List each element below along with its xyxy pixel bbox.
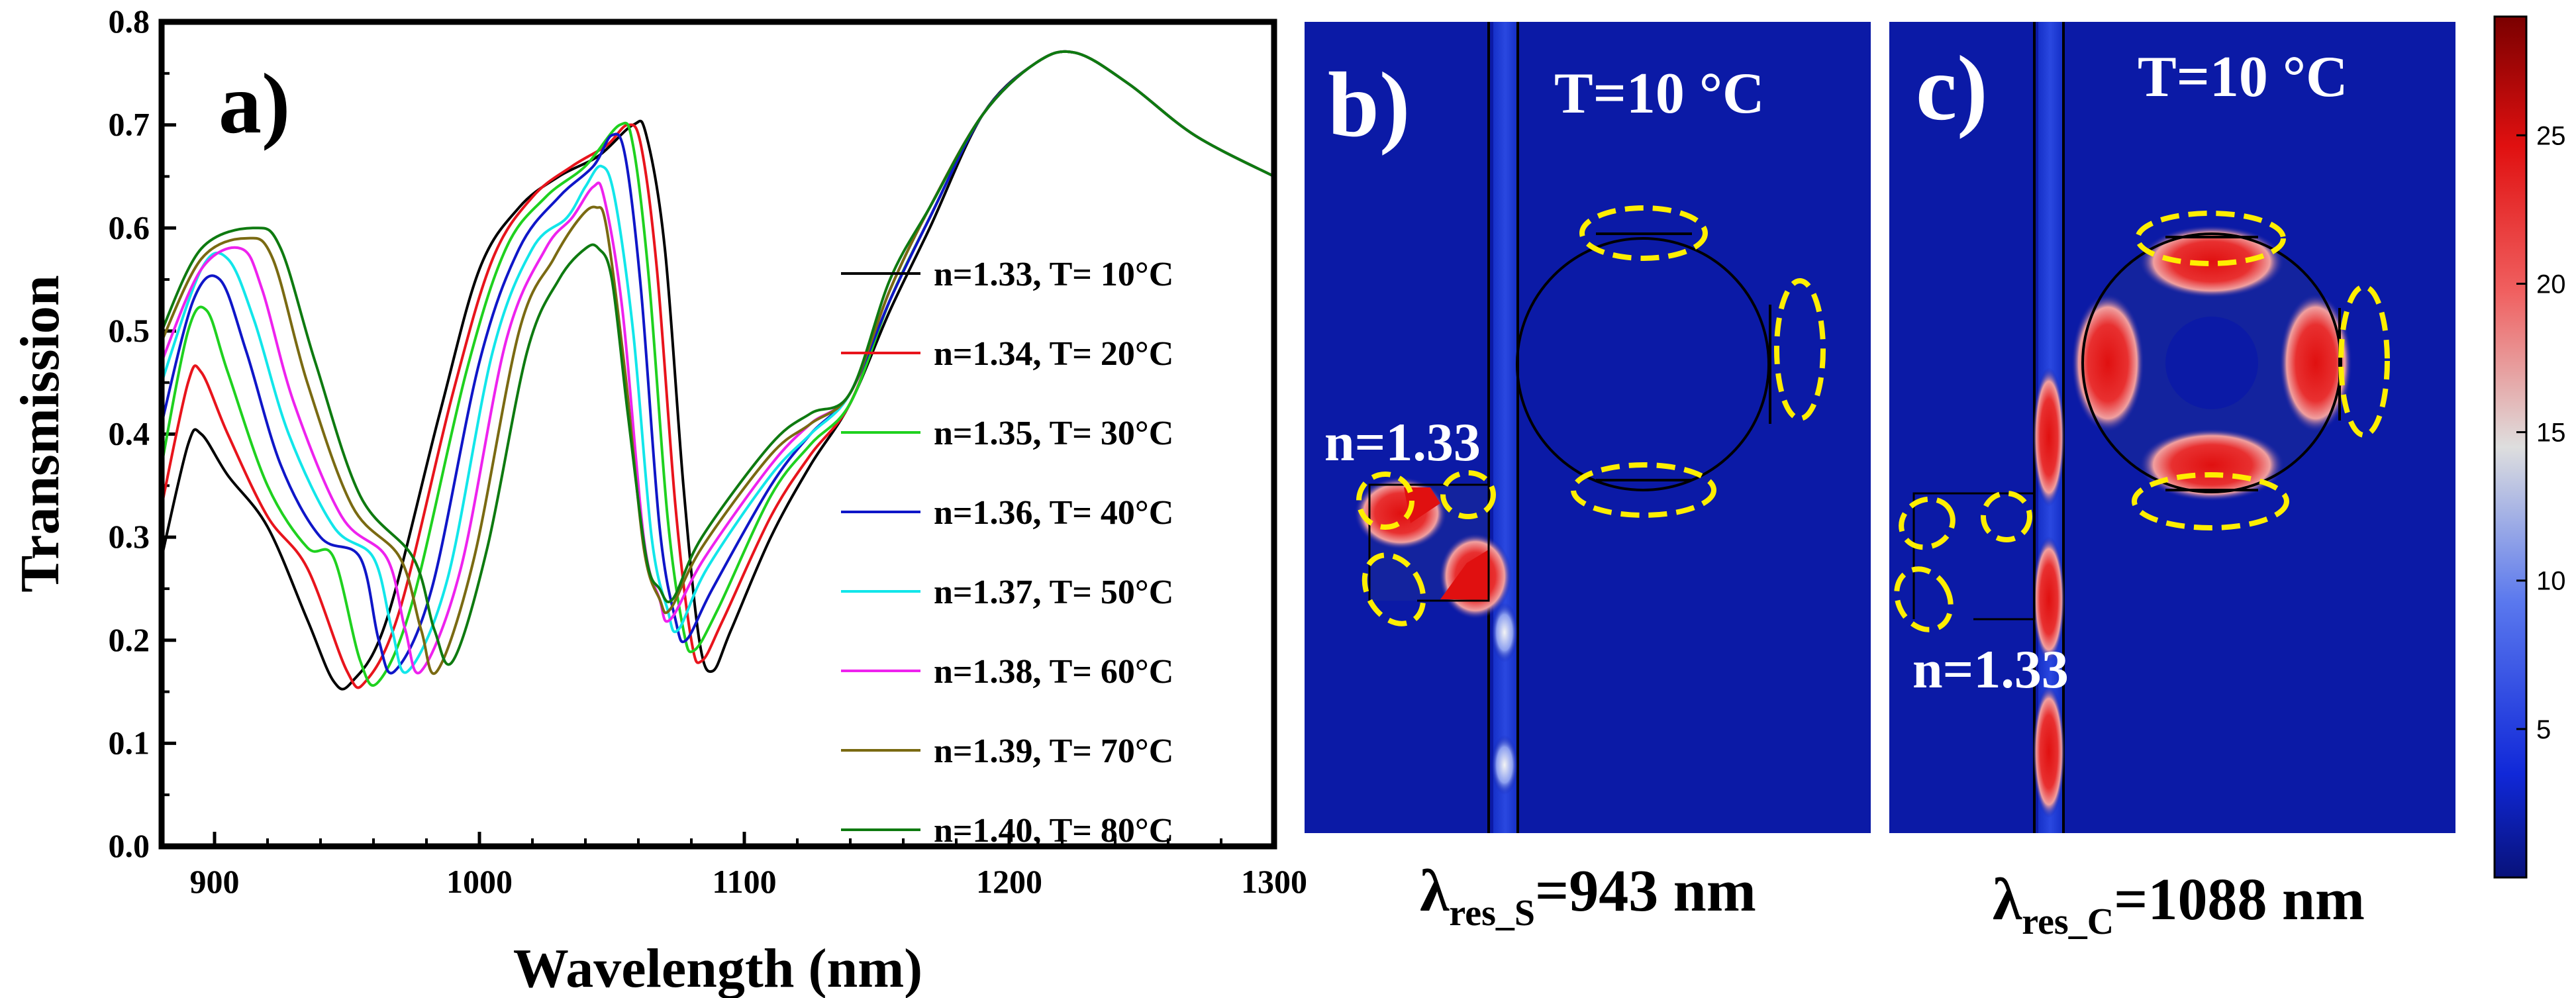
- resonance-caption-c: λres_C=1088 nm: [1993, 867, 2365, 942]
- y-tick-label: 0.3: [109, 518, 150, 555]
- legend-label: n=1.39, T= 70°C: [934, 732, 1173, 770]
- field-map-b: T=10 °C n=1.33 b): [1305, 22, 1871, 833]
- field-hotspot: [2139, 225, 2285, 298]
- field-spot: [1491, 603, 1518, 662]
- field-map-c: T=10 °C n=1.33 c): [1889, 22, 2455, 833]
- x-tick-label: 900: [190, 863, 240, 900]
- y-tick-label: 0.7: [109, 106, 150, 143]
- colorbar-gradient: [2493, 15, 2528, 879]
- field-hotspot: [2139, 428, 2285, 501]
- highlight-ellipses: [1894, 211, 2390, 632]
- resonance-caption-b: λres_S=943 nm: [1420, 858, 1756, 934]
- highlight-ellipses: [1356, 205, 1826, 626]
- field-spot: [1491, 735, 1518, 795]
- colorbar-tick-label: 15: [2536, 419, 2566, 448]
- colorbar-tick-label: 25: [2536, 121, 2566, 150]
- index-label-c: n=1.33: [1912, 639, 2069, 699]
- field-hotspot: [1404, 487, 1440, 523]
- axes-group: 900 1000 1100 1200 1300 0.0 0.1 0.2 0.3 0.4 0.5 0.6…: [109, 3, 1308, 900]
- legend-label: n=1.40, T= 80°C: [934, 812, 1173, 850]
- series-line-1: [162, 50, 1274, 691]
- legend: n=1.33, T= 10°C n=1.34, T= 20°C n=1.35, T=…: [841, 256, 1173, 850]
- y-tick-label: 0.6: [109, 209, 150, 246]
- square-resonator: [1912, 492, 2036, 621]
- chart-transmission: 900 1000 1100 1200 1300 0.0 0.1 0.2 0.3 0.4 0.5 0.6…: [9, 3, 1307, 998]
- panel-label-c: c): [1916, 37, 1988, 140]
- legend-label: n=1.35, T= 30°C: [934, 415, 1173, 452]
- y-tick-label: 0.0: [109, 827, 150, 864]
- temperature-label-b: T=10 °C: [1554, 62, 1765, 126]
- field-background: [1305, 22, 1871, 833]
- x-tick-label: 1200: [976, 863, 1042, 900]
- index-label-b: n=1.33: [1324, 412, 1481, 472]
- colorbar-tick-label: 20: [2536, 270, 2566, 299]
- y-tick-label: 0.1: [109, 724, 150, 761]
- series-group: [162, 50, 1274, 691]
- y-tick-label: 0.5: [109, 312, 150, 349]
- field-hotspot: [1440, 550, 1489, 599]
- series-line-4: [162, 50, 1274, 675]
- series-line-8: [162, 50, 1274, 666]
- field-hotspot: [2033, 368, 2065, 507]
- y-tick-label: 0.8: [109, 3, 150, 40]
- x-axis-title: Wavelength (nm): [513, 938, 922, 998]
- bus-waveguide: [1493, 22, 1517, 833]
- colorbar-tick-label: 5: [2536, 715, 2551, 744]
- panel-label-b: b): [1328, 54, 1410, 156]
- field-hotspot: [2071, 293, 2144, 432]
- temperature-label-c: T=10 °C: [2138, 45, 2348, 109]
- x-tick-label: 1000: [446, 863, 513, 900]
- field-hotspot: [2033, 536, 2065, 662]
- plot-frame: [158, 19, 1277, 850]
- field-hotspot: [2033, 685, 2065, 818]
- legend-label: n=1.36, T= 40°C: [934, 494, 1173, 532]
- panel-label-a: a): [219, 56, 290, 152]
- legend-label: n=1.37, T= 50°C: [934, 574, 1173, 611]
- field-hotspot: [2279, 293, 2352, 432]
- y-tick-label: 0.4: [109, 415, 150, 452]
- y-tick-label: 0.2: [109, 621, 150, 658]
- x-tick-label: 1100: [712, 863, 776, 900]
- x-tick-label: 1300: [1241, 863, 1307, 900]
- colorbar: 5 10 15 20 25: [2493, 15, 2566, 879]
- legend-label: n=1.33, T= 10°C: [934, 256, 1173, 293]
- colorbar-tick-label: 10: [2536, 567, 2566, 596]
- y-axis-title: Transmission: [9, 275, 71, 592]
- legend-label: n=1.38, T= 60°C: [934, 653, 1173, 691]
- field-hotspot: [1354, 477, 1447, 550]
- legend-label: n=1.34, T= 20°C: [934, 335, 1173, 373]
